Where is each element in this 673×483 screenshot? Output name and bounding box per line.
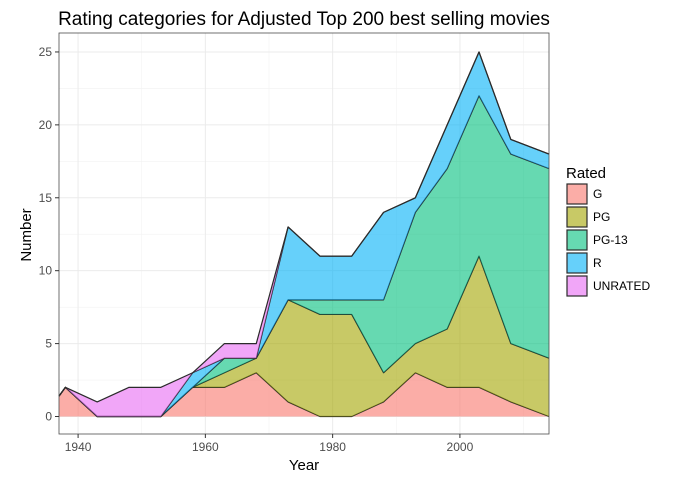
x-tick-label: 1980 [319, 440, 346, 454]
legend-key-unrated [566, 275, 588, 297]
area-pg [59, 256, 549, 417]
legend-key-r [566, 252, 588, 274]
legend-label-g: G [593, 187, 602, 201]
legend-label-unrated: UNRATED [593, 279, 650, 293]
y-axis-title: Number [18, 208, 35, 261]
y-tick-label: 25 [39, 45, 53, 59]
legend-key-g [566, 183, 588, 205]
area-pg-13 [59, 95, 549, 417]
x-tick-label: 2000 [447, 440, 474, 454]
chart-title: Rating categories for Adjusted Top 200 b… [58, 9, 550, 30]
y-tick-label: 0 [45, 410, 52, 424]
x-axis-title: Year [289, 457, 319, 474]
legend-key-pg [566, 206, 588, 228]
legend-title: Rated [566, 165, 606, 182]
y-tick-label: 10 [39, 264, 53, 278]
line-unrated [58, 51, 550, 403]
legend-label-r: R [593, 256, 602, 270]
area-g [59, 372, 549, 417]
legend-label-pg: PG [593, 210, 610, 224]
legend-label-pg-13: PG-13 [593, 233, 628, 247]
legend-key-pg-13 [566, 229, 588, 251]
x-tick-label: 1960 [192, 440, 219, 454]
y-tick-label: 20 [39, 118, 53, 132]
y-tick-label: 5 [45, 337, 52, 351]
plot-area: 1940 1960 1980 2000 0 5 10 15 20 25 [39, 32, 550, 454]
legend: Rated G PG PG-13 R UNRATED [566, 165, 650, 297]
x-tick-label: 1940 [65, 440, 92, 454]
plot-border [58, 32, 550, 435]
y-tick-label: 15 [39, 191, 53, 205]
